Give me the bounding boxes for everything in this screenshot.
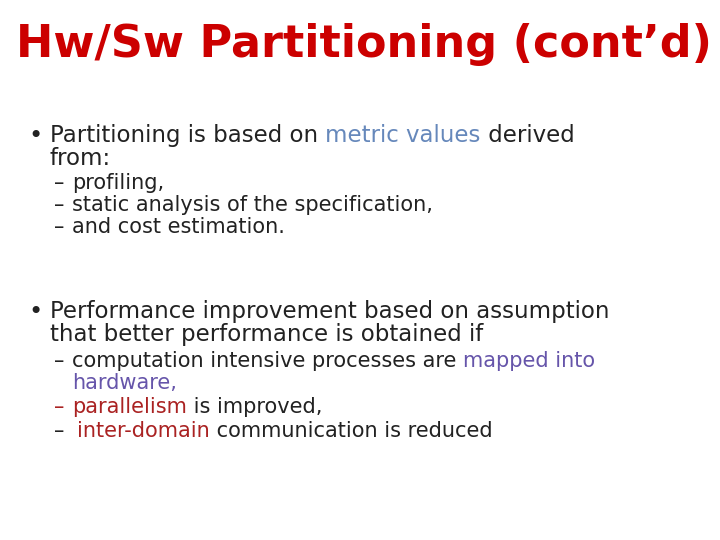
Text: –: – <box>54 218 64 238</box>
Text: –: – <box>54 350 64 370</box>
Text: –: – <box>54 397 64 417</box>
Text: and cost estimation.: and cost estimation. <box>72 218 285 238</box>
Text: from:: from: <box>50 147 111 170</box>
Text: –: – <box>54 195 64 215</box>
Text: –: – <box>54 421 64 441</box>
Text: profiling,: profiling, <box>72 173 164 193</box>
Text: that better performance is obtained if: that better performance is obtained if <box>50 322 483 346</box>
Text: Hw/Sw Partitioning (cont’d): Hw/Sw Partitioning (cont’d) <box>16 23 712 66</box>
Text: derived: derived <box>481 124 575 147</box>
Text: parallelism: parallelism <box>72 397 187 417</box>
Text: communication is reduced: communication is reduced <box>210 421 492 441</box>
Text: Partitioning is based on: Partitioning is based on <box>50 124 325 147</box>
Text: •: • <box>28 300 42 323</box>
Text: •: • <box>28 124 42 148</box>
Text: computation intensive processes are: computation intensive processes are <box>72 350 463 370</box>
Text: inter-domain: inter-domain <box>77 421 210 441</box>
Text: mapped into: mapped into <box>463 350 595 370</box>
Text: static analysis of the specification,: static analysis of the specification, <box>72 195 433 215</box>
Text: metric values: metric values <box>325 124 481 147</box>
Text: is improved,: is improved, <box>187 397 323 417</box>
Text: –: – <box>54 173 64 193</box>
Text: Performance improvement based on assumption: Performance improvement based on assumpt… <box>50 300 610 322</box>
Text: hardware,: hardware, <box>72 373 177 393</box>
